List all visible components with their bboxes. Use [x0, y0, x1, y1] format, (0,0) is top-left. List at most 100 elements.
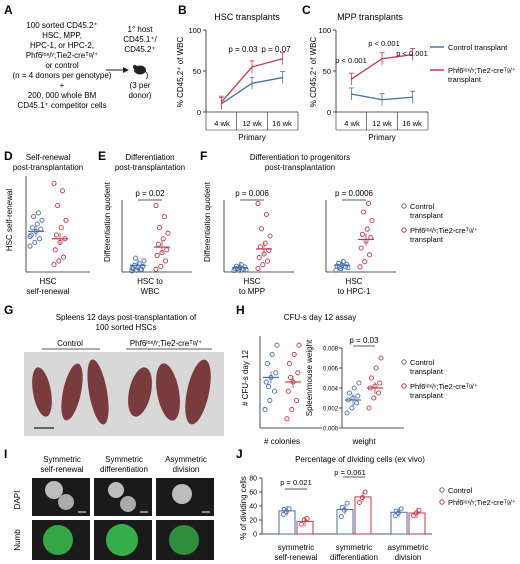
a-line: HSC, MPP,: [42, 31, 82, 40]
p-value: p < 0.001: [396, 49, 428, 58]
data-point: [137, 267, 143, 273]
nucleus: [120, 496, 136, 512]
legend-phf-2: transplant: [448, 75, 482, 84]
data-point: [356, 380, 362, 386]
svg-text:division: division: [395, 553, 422, 562]
tick-label: 16 wk: [272, 119, 292, 128]
svg-text:# colonies: # colonies: [264, 437, 300, 446]
y-axis-label: Differentiation quotient: [103, 181, 112, 262]
svg-text:post-transplantation: post-transplantation: [13, 163, 83, 172]
p-value: p < 0.001: [368, 39, 400, 48]
svg-text:Phf6ˡᵒˣ/ʸ;Tie2-creᵀᵍ/⁺: Phf6ˡᵒˣ/ʸ;Tie2-creᵀᵍ/⁺: [410, 382, 478, 391]
panel-a-text-block: 100 sorted CD45.2⁺ HSC, MPP, HPC-1, or H…: [13, 21, 112, 110]
panel-f: F Differentiation to progenitors post-tr…: [200, 149, 396, 296]
svg-text:transplant: transplant: [410, 391, 444, 400]
p-value: p = 0.061: [334, 468, 366, 477]
panel-letter: A: [4, 3, 13, 17]
y-tick-label: 50: [323, 67, 331, 76]
svg-text:symmetric: symmetric: [278, 543, 314, 552]
row-label-numb: Numb: [13, 529, 22, 551]
svg-text:differentiation: differentiation: [330, 553, 378, 562]
data-point: [359, 495, 365, 501]
data-point: [153, 202, 159, 209]
data-point: [377, 380, 383, 386]
y-tick-label: 0.004: [323, 387, 339, 393]
data-point: [367, 385, 373, 391]
y-tick-label: 60: [249, 490, 257, 497]
p-value: p = 0.03: [349, 336, 379, 345]
svg-text:HSC: HSC: [346, 277, 363, 286]
data-point: [160, 236, 166, 242]
panel-e: E Differentiation post-transplantation D…: [98, 149, 192, 296]
data-point: [266, 384, 272, 390]
y-tick-label: 0: [327, 108, 331, 117]
data-point: [359, 231, 365, 237]
data-point: [267, 397, 273, 403]
data-point: [368, 235, 374, 241]
row-label-dapi: DAPI: [13, 491, 22, 510]
panel-letter: F: [200, 149, 207, 163]
svg-text:100 sorted HSCs: 100 sorted HSCs: [96, 323, 157, 332]
y-tick-label: 50: [193, 67, 201, 76]
spleen-images: [32, 359, 211, 425]
panel-g: G Spleens 12 days post-transplantation o…: [4, 303, 224, 436]
data-point: [410, 513, 416, 519]
y-axis-label: # CFU-s day 12: [241, 349, 250, 406]
data-point: [62, 236, 68, 242]
data-point: [346, 390, 352, 396]
data-point: [242, 264, 248, 270]
data-point: [256, 255, 262, 261]
data-point: [153, 266, 159, 272]
panel-letter: G: [4, 303, 13, 317]
data-point: [133, 255, 139, 261]
svg-text:HSC: HSC: [244, 277, 261, 286]
y-axis-label: % CD45.2⁺ of WBC: [176, 37, 185, 108]
data-point: [61, 254, 67, 260]
tick-label: 12 wk: [372, 119, 392, 128]
data-point: [264, 361, 270, 367]
data-point: [350, 395, 356, 401]
data-point: [51, 262, 57, 268]
svg-text:HSC: HSC: [40, 277, 57, 286]
chart-d-plot: [25, 176, 90, 273]
legend-phf: Phf6ˡᵒˣ/ʸ;Tie2-creᵀᵍ/⁺: [448, 66, 516, 75]
chart-c-axes: 0 50 100: [318, 26, 429, 131]
data-point: [290, 379, 296, 385]
data-point: [129, 265, 135, 271]
p-value: p = 0.021: [280, 478, 312, 487]
data-point: [272, 388, 278, 394]
data-point: [286, 506, 292, 512]
tick-label: 4 wk: [344, 119, 360, 128]
p-value: p = 0.006: [235, 189, 269, 198]
chart-j-plot: 0 20 40 60 80: [249, 476, 432, 539]
chart-c-plot: [348, 48, 416, 106]
nucleus: [172, 484, 192, 504]
data-point: [296, 342, 302, 348]
svg-text:Differentiation: Differentiation: [125, 153, 174, 162]
data-point: [158, 263, 164, 270]
svg-text:differentiation: differentiation: [100, 465, 148, 474]
a-line: +: [60, 81, 65, 90]
panel-d: D Self-renewal post-transplantation HSC …: [4, 149, 90, 296]
data-point: [355, 393, 361, 399]
data-point: [262, 407, 268, 413]
a-line: or control: [45, 61, 79, 70]
data-point: [268, 374, 274, 380]
panel-h: H CFU-s day 12 assay # CFU-s day 12 Sple…: [236, 303, 404, 446]
chart-b-axes: 0 50 100: [188, 26, 299, 131]
svg-text:symmetric: symmetric: [336, 543, 372, 552]
data-point: [165, 230, 171, 236]
y-axis-label: Spleen/mouse weight: [305, 339, 314, 416]
data-point: [267, 233, 273, 239]
data-point: [34, 221, 40, 227]
nucleus: [58, 494, 74, 510]
group-label-control: Control: [57, 339, 83, 348]
panel-a: A 100 sorted CD45.2⁺ HSC, MPP, HPC-1, or…: [4, 3, 158, 110]
data-point: [373, 365, 379, 371]
data-point: [362, 489, 368, 495]
data-point: [161, 214, 167, 220]
svg-text:Symmetric: Symmetric: [105, 455, 143, 464]
data-point: [243, 267, 249, 273]
y-axis-label: % CD45.2⁺ of WBC: [309, 37, 318, 108]
p-value: p < 0.001: [335, 56, 367, 65]
